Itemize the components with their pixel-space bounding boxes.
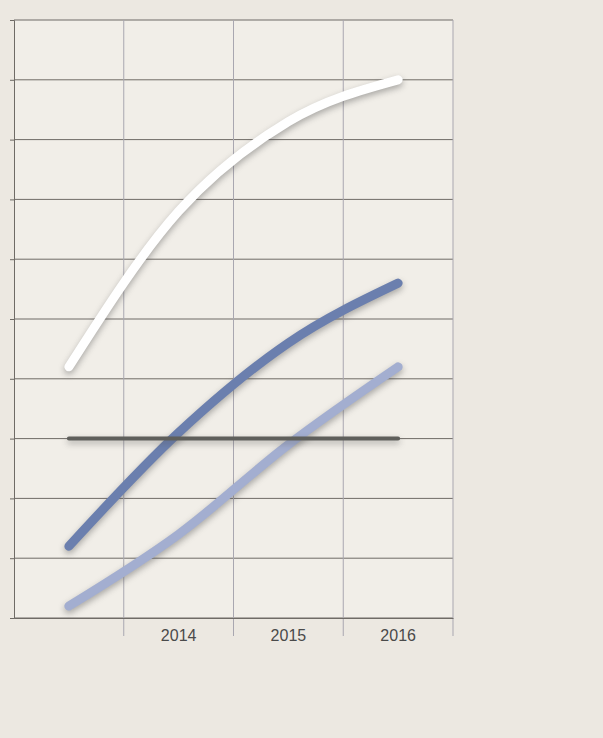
column-divider xyxy=(233,20,234,636)
y-tick xyxy=(10,259,14,260)
x-tick-label: 2015 xyxy=(271,627,307,644)
y-tick-mark xyxy=(10,20,14,21)
y-tick-mark xyxy=(10,199,14,200)
y-tick xyxy=(10,319,14,320)
y-tick-mark xyxy=(10,140,14,141)
plot: 2014 2015 2016 xyxy=(10,20,454,644)
x-axis-line xyxy=(15,618,454,619)
y-tick xyxy=(10,80,14,81)
y-tick xyxy=(10,439,14,440)
y-tick-mark xyxy=(10,498,14,499)
y-tick-mark xyxy=(10,80,14,81)
y-tick xyxy=(10,498,14,499)
y-tick-mark xyxy=(10,439,14,440)
series-line xyxy=(69,437,398,441)
y-tick xyxy=(10,199,14,200)
y-axis xyxy=(10,21,15,619)
series-line xyxy=(69,283,398,546)
y-tick xyxy=(10,379,14,380)
series-line xyxy=(69,80,398,367)
grid xyxy=(14,20,453,636)
y-tick-mark xyxy=(10,558,14,559)
y-tick-mark xyxy=(10,319,14,320)
column-divider xyxy=(453,20,454,636)
grid-line xyxy=(14,438,453,439)
y-tick xyxy=(10,20,14,21)
y-tick xyxy=(10,618,14,619)
y-axis-line xyxy=(10,21,15,619)
x-tick: 2014 xyxy=(161,627,197,644)
column-divider xyxy=(123,20,124,636)
x-axis: 2014 2015 2016 xyxy=(15,619,454,645)
y-tick xyxy=(10,558,14,559)
series-line xyxy=(69,367,398,606)
y-tick-mark xyxy=(10,259,14,260)
background xyxy=(0,0,603,738)
x-tick: 2016 xyxy=(380,627,416,644)
y-tick xyxy=(10,140,14,141)
x-tick-label: 2014 xyxy=(161,627,197,644)
lines xyxy=(69,80,398,606)
chart: 2014 2015 2016 xyxy=(0,0,603,738)
x-tick-label: 2016 xyxy=(380,627,416,644)
column-divider xyxy=(343,20,344,636)
y-tick-mark xyxy=(10,618,14,619)
x-tick: 2015 xyxy=(271,627,307,644)
y-tick-mark xyxy=(10,379,14,380)
